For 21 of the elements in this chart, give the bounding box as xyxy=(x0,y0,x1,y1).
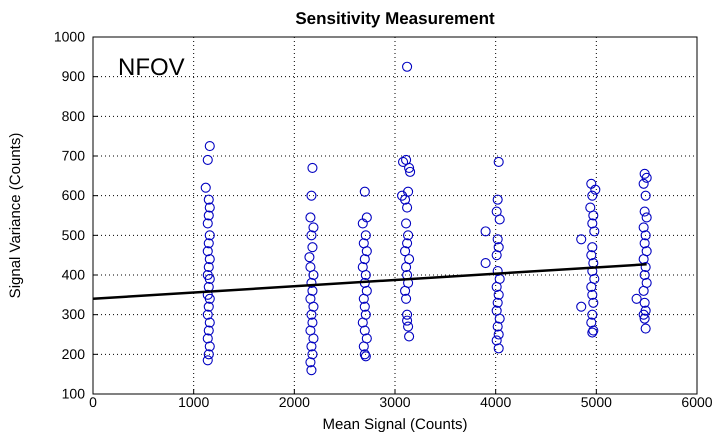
y-tick-label: 500 xyxy=(62,226,86,243)
x-tick-label: 1000 xyxy=(178,394,210,410)
y-tick-label: 200 xyxy=(62,346,86,362)
annotation: NFOV xyxy=(118,54,185,81)
y-tick-label: 300 xyxy=(62,306,86,322)
y-tick-label: 1000 xyxy=(54,28,86,44)
y-tick-label: 800 xyxy=(62,108,86,124)
x-tick-label: 6000 xyxy=(681,394,713,410)
y-tick-label: 700 xyxy=(62,147,86,164)
x-axis-title: Mean Signal (Counts) xyxy=(322,416,468,432)
y-tick-label: 400 xyxy=(62,266,86,282)
x-tick-label: 5000 xyxy=(580,394,612,410)
y-axis-title: Signal Variance (Counts) xyxy=(7,132,24,298)
x-tick-label: 0 xyxy=(89,394,98,410)
y-tick-label: 600 xyxy=(62,187,86,204)
x-tick-label: 3000 xyxy=(379,394,411,410)
y-tick-label: 900 xyxy=(62,68,86,84)
x-tick-label: 4000 xyxy=(480,394,512,410)
chart-title: Sensitivity Measurement xyxy=(295,9,496,28)
x-tick-label: 2000 xyxy=(278,394,310,410)
y-tick-label: 100 xyxy=(62,385,86,402)
